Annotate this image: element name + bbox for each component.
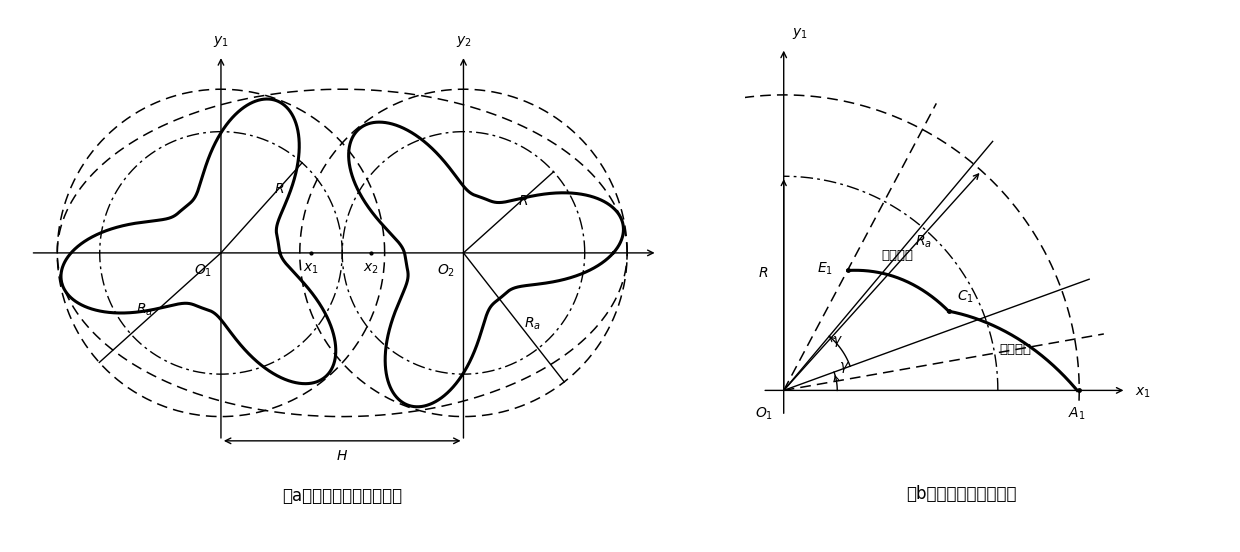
Text: $R$: $R$ bbox=[759, 266, 769, 280]
Text: $x_1$: $x_1$ bbox=[1135, 385, 1151, 400]
Text: 叶谷曲线: 叶谷曲线 bbox=[882, 249, 913, 262]
Text: $x_2$: $x_2$ bbox=[363, 262, 379, 276]
Text: $R_a$: $R_a$ bbox=[523, 316, 541, 332]
Text: $y_1$: $y_1$ bbox=[792, 26, 808, 41]
Text: $R_a$: $R_a$ bbox=[915, 233, 932, 250]
Text: $\gamma$: $\gamma$ bbox=[832, 335, 843, 349]
Text: $x_1$: $x_1$ bbox=[303, 262, 319, 276]
Text: $E_1$: $E_1$ bbox=[817, 260, 833, 277]
Text: $O_1$: $O_1$ bbox=[195, 263, 212, 279]
Text: $y_1$: $y_1$ bbox=[213, 34, 229, 49]
Text: $R_a$: $R_a$ bbox=[136, 301, 153, 318]
Text: $y_2$: $y_2$ bbox=[455, 34, 471, 49]
Text: $H$: $H$ bbox=[336, 449, 348, 463]
Text: $\gamma$: $\gamma$ bbox=[839, 360, 851, 375]
Text: （b）半个齿的型线组成: （b）半个齿的型线组成 bbox=[906, 485, 1017, 503]
Text: 叶峰曲线: 叶峰曲线 bbox=[999, 343, 1032, 356]
Text: $O_1$: $O_1$ bbox=[755, 405, 773, 422]
Text: $R$: $R$ bbox=[518, 194, 528, 208]
Text: $C_1$: $C_1$ bbox=[957, 288, 975, 305]
Text: $R$: $R$ bbox=[274, 182, 285, 197]
Text: $O_2$: $O_2$ bbox=[436, 263, 455, 279]
Text: $A_1$: $A_1$ bbox=[1069, 405, 1086, 422]
Text: （a）两个转子的型线组成: （a）两个转子的型线组成 bbox=[283, 487, 402, 505]
